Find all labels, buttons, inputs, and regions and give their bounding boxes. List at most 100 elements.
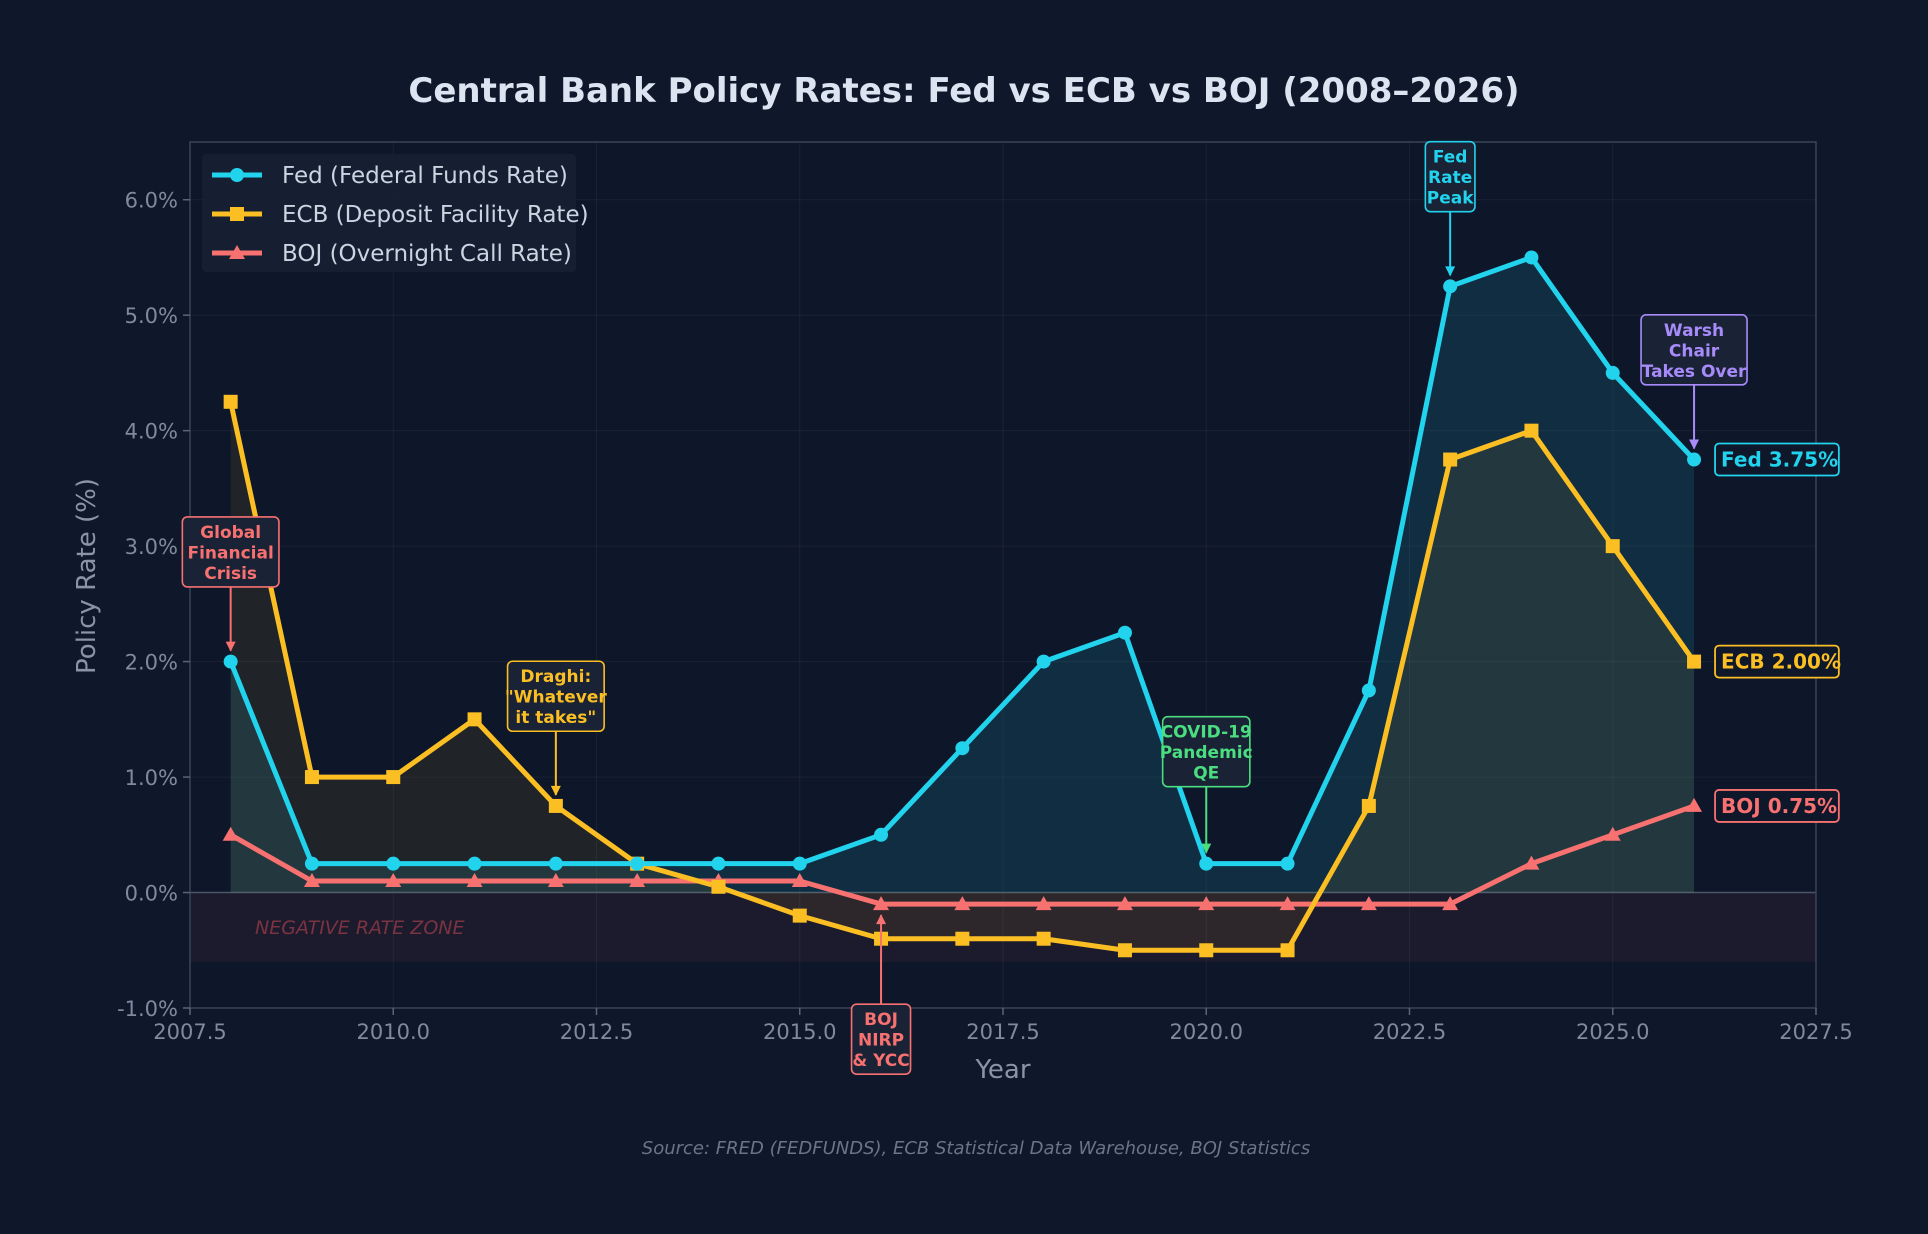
point-fed-2014 <box>711 856 726 871</box>
annotation-line-3-1: Pandemic <box>1160 743 1253 763</box>
negative-zone-label: NEGATIVE RATE ZONE <box>255 917 464 939</box>
y-tick-label-5: 4.0% <box>125 420 178 444</box>
point-fed-2008 <box>223 654 238 669</box>
point-ecb-2015 <box>792 908 807 923</box>
x-tick-label-8: 2027.5 <box>1779 1020 1852 1044</box>
point-fed-2010 <box>386 856 401 871</box>
annotation-box-2 <box>850 1003 912 1075</box>
point-fed-2016 <box>874 827 889 842</box>
y-tick-label-0: -1.0% <box>117 997 178 1021</box>
point-fed-2022 <box>1361 683 1376 698</box>
point-boj-2021 <box>1279 896 1296 911</box>
annotation-line-4-1: Rate <box>1428 168 1472 188</box>
legend-marker-fed <box>230 168 244 182</box>
markers-fed <box>223 250 1702 871</box>
legend-label-fed: Fed (Federal Funds Rate) <box>282 163 568 189</box>
y-tick-label-4: 3.0% <box>125 535 178 559</box>
point-ecb-2010 <box>386 770 401 785</box>
point-boj-2019 <box>1116 896 1133 911</box>
end-label-box-fed <box>1714 442 1840 477</box>
annotation-line-4-2: Peak <box>1427 189 1474 209</box>
end-label-fed: Fed 3.75% <box>1714 442 1840 477</box>
annotation-arrowhead-0 <box>225 641 236 652</box>
annotation-line-2-0: BOJ <box>864 1010 898 1030</box>
annotation-line-0-0: Global <box>200 523 261 543</box>
point-fed-2009 <box>304 856 319 871</box>
end-label-box-boj <box>1714 789 1840 823</box>
annotation-arrowhead-1 <box>550 785 561 796</box>
point-fed-2025 <box>1605 365 1620 380</box>
point-boj-2011 <box>466 872 483 887</box>
point-boj-2026 <box>1686 797 1703 812</box>
point-ecb-2018 <box>1036 931 1051 946</box>
x-tick-label-7: 2025.0 <box>1576 1020 1649 1044</box>
y-tick-label-7: 6.0% <box>125 189 178 213</box>
annotation-arrowhead-5 <box>1689 439 1700 450</box>
x-tick-label-6: 2022.5 <box>1373 1020 1446 1044</box>
point-ecb-2021 <box>1280 943 1295 958</box>
annotation-box-1 <box>506 660 605 733</box>
point-ecb-2026 <box>1687 654 1702 669</box>
y-tick-label-1: 0.0% <box>125 882 178 906</box>
point-fed-2023 <box>1443 279 1458 294</box>
point-ecb-2022 <box>1361 798 1376 813</box>
point-fed-2011 <box>467 856 482 871</box>
annotation-line-3-2: QE <box>1193 764 1219 784</box>
annotation-line-1-1: "Whatever <box>505 688 607 708</box>
x-tick-label-1: 2010.0 <box>357 1020 430 1044</box>
point-ecb-2019 <box>1117 943 1132 958</box>
end-label-text-fed: Fed 3.75% <box>1721 448 1838 472</box>
point-boj-2013 <box>629 872 646 887</box>
annotation-box-5 <box>1640 314 1748 386</box>
point-fed-2013 <box>630 856 645 871</box>
annotation-line-2-2: & YCC <box>852 1051 909 1071</box>
end-label-text-boj: BOJ 0.75% <box>1721 794 1837 818</box>
legend-marker-ecb <box>230 207 244 221</box>
point-boj-2016 <box>873 896 890 911</box>
point-ecb-2024 <box>1524 423 1539 438</box>
legend-label-boj: BOJ (Overnight Call Rate) <box>282 241 572 267</box>
x-axis-label: Year <box>974 1055 1030 1085</box>
point-boj-2009 <box>303 872 320 887</box>
y-tick-label-3: 2.0% <box>125 651 178 675</box>
point-boj-2010 <box>385 872 402 887</box>
annotation-line-5-0: Warsh <box>1664 321 1724 341</box>
point-fed-2019 <box>1117 625 1132 640</box>
annotation-line-1-0: Draghi: <box>520 667 591 687</box>
point-fed-2015 <box>792 856 807 871</box>
point-ecb-2012 <box>548 798 563 813</box>
annotation-line-1-2: it takes" <box>515 708 596 728</box>
x-tick-label-0: 2007.5 <box>153 1020 226 1044</box>
point-ecb-2023 <box>1443 452 1458 467</box>
annotation-arrowhead-4 <box>1445 266 1456 277</box>
point-boj-2018 <box>1035 896 1052 911</box>
point-boj-2017 <box>954 896 971 911</box>
point-boj-2020 <box>1198 896 1215 911</box>
point-ecb-2017 <box>955 931 970 946</box>
end-label-boj: BOJ 0.75% <box>1714 789 1840 823</box>
point-fed-2012 <box>548 856 563 871</box>
annotation-line-3-0: COVID-19 <box>1161 723 1252 743</box>
point-boj-2012 <box>547 872 564 887</box>
x-tick-label-2: 2012.5 <box>560 1020 633 1044</box>
annotation-line-0-1: Financial <box>187 543 273 563</box>
annotation-arrowhead-2 <box>876 914 887 925</box>
area-fed <box>230 257 1695 893</box>
end-label-text-ecb: ECB 2.00% <box>1721 650 1841 674</box>
x-tick-label-5: 2020.0 <box>1170 1020 1243 1044</box>
point-fed-2026 <box>1687 452 1702 467</box>
point-boj-2024 <box>1523 855 1540 870</box>
point-boj-2008 <box>222 826 239 841</box>
y-tick-label-6: 5.0% <box>125 304 178 328</box>
annotation-arrowhead-3 <box>1201 843 1212 854</box>
annotation-line-2-1: NIRP <box>858 1031 904 1051</box>
point-ecb-2025 <box>1605 539 1620 554</box>
point-fed-2018 <box>1036 654 1051 669</box>
point-ecb-2008 <box>223 394 238 409</box>
legend-label-ecb: ECB (Deposit Facility Rate) <box>282 202 589 228</box>
